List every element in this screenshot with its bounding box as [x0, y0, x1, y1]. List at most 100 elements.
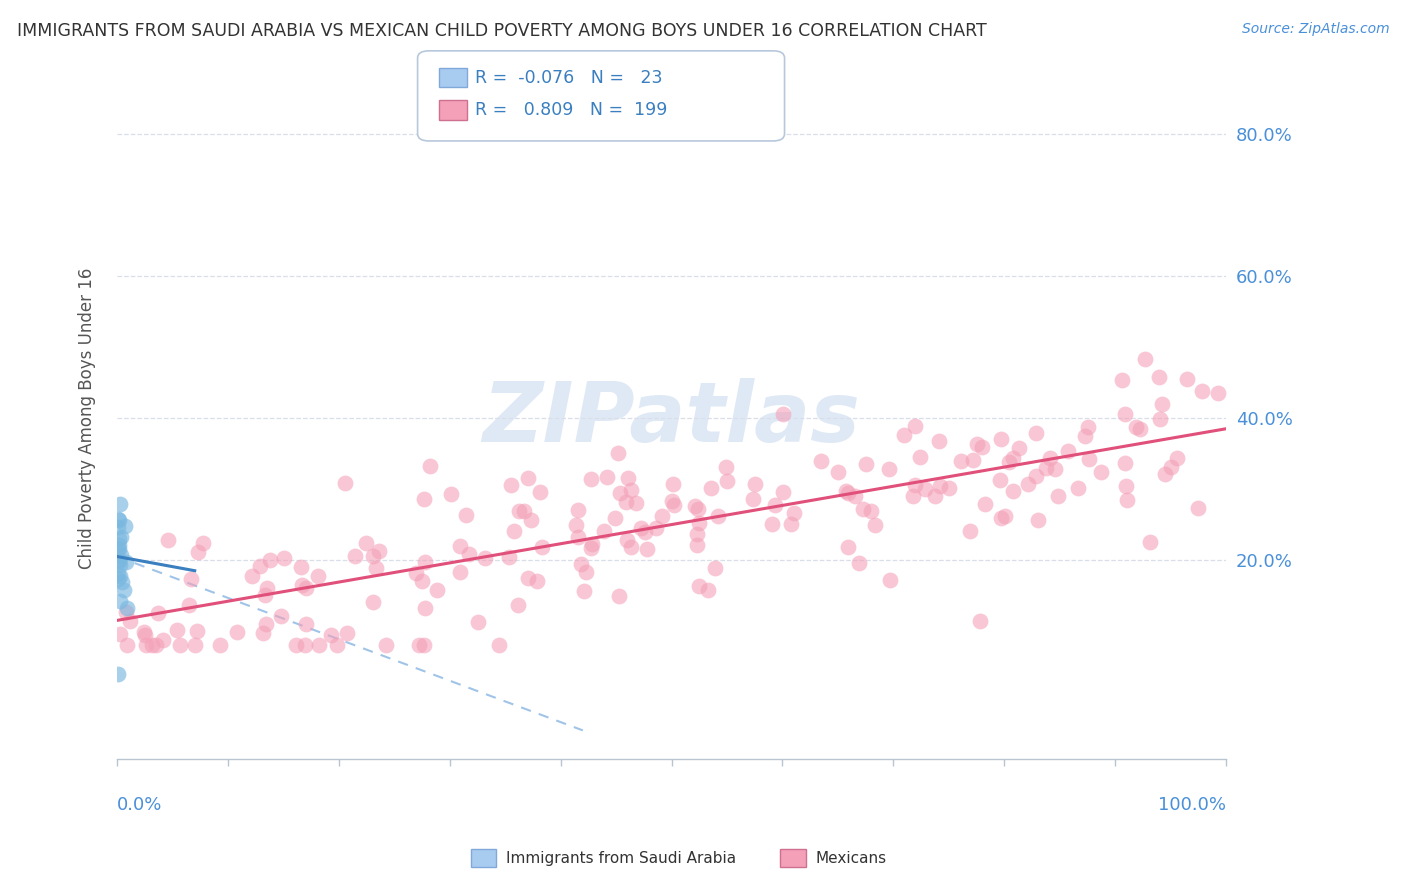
- Point: [620, 540, 643, 554]
- Point: [928, 434, 950, 448]
- Point: [108, 514, 131, 528]
- Point: [575, 565, 598, 579]
- Point: [146, 606, 169, 620]
- Point: [863, 517, 886, 532]
- Point: [112, 582, 135, 597]
- Text: 0.0%: 0.0%: [117, 797, 163, 814]
- Point: [592, 524, 614, 538]
- Point: [1187, 500, 1209, 515]
- Point: [499, 478, 522, 492]
- Point: [256, 581, 278, 595]
- Point: [1129, 422, 1152, 436]
- Point: [308, 638, 330, 652]
- Point: [110, 568, 132, 582]
- Point: [1025, 468, 1047, 483]
- Point: [614, 494, 637, 508]
- Point: [498, 549, 520, 564]
- Point: [1039, 451, 1062, 466]
- Point: [837, 485, 859, 500]
- Point: [572, 583, 595, 598]
- Point: [336, 626, 359, 640]
- Point: [187, 544, 209, 558]
- Point: [249, 558, 271, 573]
- Point: [848, 556, 870, 570]
- Point: [1007, 441, 1029, 455]
- Point: [1047, 489, 1070, 503]
- Text: Immigrants from Saudi Arabia: Immigrants from Saudi Arabia: [506, 851, 737, 865]
- Point: [413, 638, 436, 652]
- Point: [115, 600, 138, 615]
- Point: [1002, 483, 1025, 498]
- Point: [938, 482, 960, 496]
- Point: [949, 454, 972, 468]
- Point: [411, 574, 433, 588]
- Point: [1125, 420, 1147, 434]
- Point: [115, 605, 138, 619]
- Point: [270, 609, 292, 624]
- Point: [108, 627, 131, 641]
- Point: [488, 638, 510, 652]
- Point: [780, 517, 803, 532]
- Point: [972, 440, 994, 454]
- Point: [107, 666, 129, 681]
- Point: [1077, 420, 1099, 434]
- Point: [184, 638, 207, 652]
- Point: [118, 614, 141, 628]
- Point: [741, 492, 763, 507]
- Point: [901, 490, 924, 504]
- Point: [700, 482, 723, 496]
- Point: [114, 555, 136, 569]
- Point: [651, 509, 673, 524]
- Point: [837, 540, 859, 554]
- Point: [904, 478, 927, 492]
- Point: [343, 549, 366, 563]
- Point: [844, 489, 866, 503]
- Point: [530, 541, 553, 555]
- Point: [134, 628, 156, 642]
- Point: [254, 616, 277, 631]
- Point: [1114, 407, 1136, 421]
- Point: [607, 589, 630, 603]
- Point: [529, 485, 551, 500]
- Point: [990, 432, 1012, 446]
- Point: [1150, 397, 1173, 411]
- Point: [596, 469, 619, 483]
- Point: [688, 578, 710, 592]
- Point: [1078, 452, 1101, 467]
- Point: [686, 538, 709, 552]
- Point: [108, 532, 131, 546]
- Point: [1116, 492, 1139, 507]
- Point: [408, 638, 430, 652]
- Point: [108, 553, 131, 567]
- Point: [744, 477, 766, 491]
- Point: [997, 455, 1019, 469]
- Point: [506, 598, 529, 612]
- Point: [141, 638, 163, 652]
- Point: [1149, 411, 1171, 425]
- Point: [852, 501, 875, 516]
- Point: [1147, 370, 1170, 384]
- Point: [259, 553, 281, 567]
- Point: [108, 537, 131, 551]
- Point: [859, 504, 882, 518]
- Point: [697, 582, 720, 597]
- Point: [166, 623, 188, 637]
- Text: ZIPatlas: ZIPatlas: [482, 377, 860, 458]
- Point: [810, 454, 832, 468]
- Point: [364, 560, 387, 574]
- Point: [714, 459, 737, 474]
- Point: [449, 566, 471, 580]
- Point: [662, 498, 685, 512]
- Point: [363, 594, 385, 608]
- Point: [1017, 477, 1039, 491]
- Point: [1191, 384, 1213, 399]
- Point: [782, 506, 804, 520]
- Point: [413, 555, 436, 569]
- Point: [114, 518, 136, 533]
- Point: [508, 503, 530, 517]
- Point: [567, 530, 589, 544]
- Point: [772, 407, 794, 421]
- Point: [1166, 451, 1188, 466]
- Point: [688, 516, 710, 531]
- Point: [962, 453, 984, 467]
